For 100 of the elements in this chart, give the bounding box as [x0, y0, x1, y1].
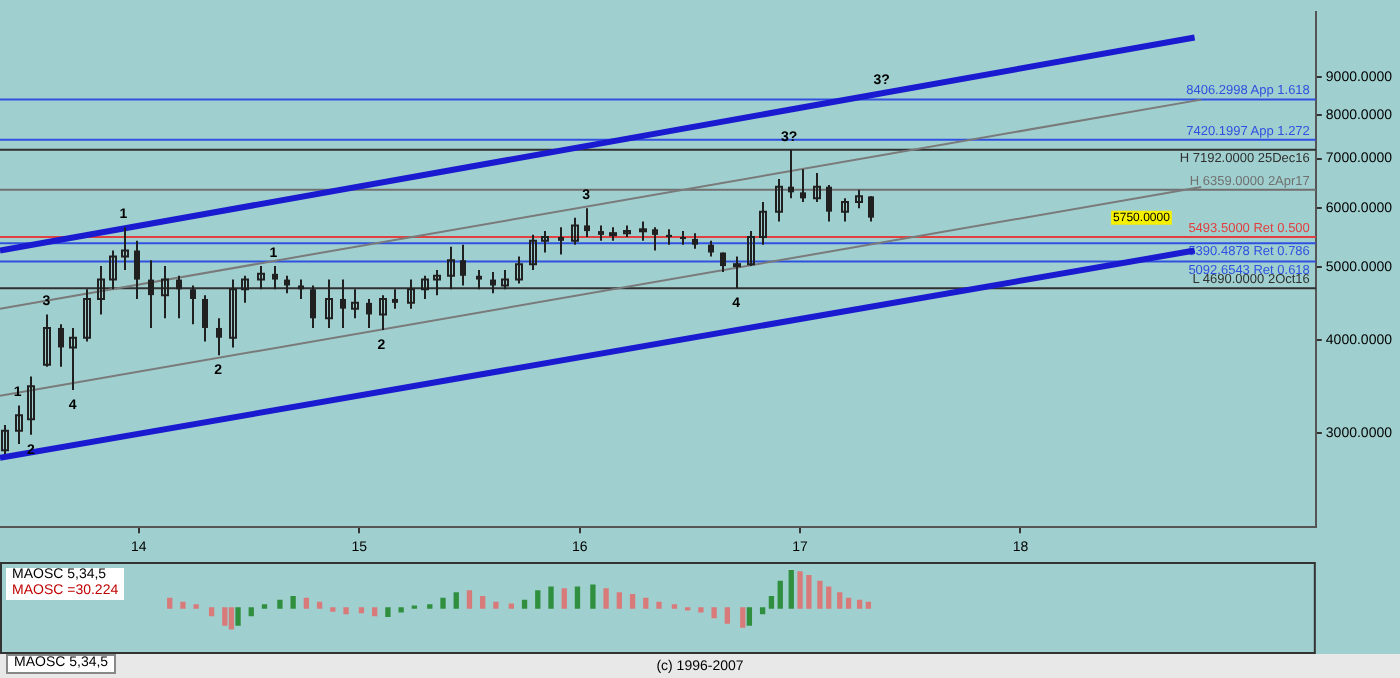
candlestick	[340, 278, 346, 329]
bar	[724, 607, 730, 624]
candlestick	[529, 233, 537, 271]
candlestick	[460, 243, 466, 287]
candlestick	[1, 423, 9, 455]
candlestick	[666, 228, 672, 246]
bar	[385, 607, 391, 618]
bar	[222, 607, 228, 626]
candlestick	[216, 317, 222, 357]
candlestick	[855, 188, 863, 210]
bar	[856, 599, 863, 609]
candlestick	[571, 216, 579, 246]
bar	[746, 607, 753, 626]
candlestick	[775, 177, 783, 223]
bar	[865, 601, 872, 609]
bar	[643, 597, 649, 609]
bar	[343, 607, 349, 615]
bar	[561, 588, 567, 609]
bar	[480, 595, 486, 609]
candlestick	[241, 274, 249, 304]
candlestick	[841, 197, 849, 223]
bar	[740, 607, 746, 628]
bar	[590, 584, 596, 609]
candlestick	[272, 265, 278, 291]
bar	[493, 601, 499, 609]
bar	[845, 597, 852, 609]
candlestick	[813, 171, 821, 204]
candlestick	[558, 226, 564, 256]
candlestick	[121, 226, 129, 271]
candlestick	[298, 278, 304, 300]
candlestick	[515, 255, 523, 285]
bar	[303, 597, 310, 609]
bar	[777, 580, 783, 609]
bar	[453, 592, 459, 609]
candlestick	[83, 288, 91, 343]
candlestick	[501, 268, 509, 291]
bar	[440, 597, 446, 609]
bar	[817, 580, 823, 609]
bar	[290, 595, 296, 609]
candlestick	[257, 265, 265, 291]
candlestick	[433, 268, 441, 297]
candlestick	[447, 245, 455, 291]
bar	[466, 590, 473, 609]
candlestick	[229, 278, 237, 349]
candlestick	[379, 294, 387, 331]
bar	[248, 607, 254, 617]
candlestick	[747, 230, 755, 268]
candlestick	[584, 207, 590, 239]
candlestick	[325, 278, 333, 329]
bar	[616, 592, 622, 609]
candlestick	[421, 274, 429, 300]
candlestick	[310, 284, 316, 329]
candlestick	[476, 268, 482, 291]
bar	[372, 607, 378, 617]
candlestick	[176, 274, 182, 320]
candlestick	[134, 239, 140, 300]
bar	[788, 570, 794, 609]
candlestick	[43, 313, 51, 368]
candlestick	[109, 249, 117, 291]
candlestick	[392, 288, 398, 310]
bar	[759, 607, 766, 615]
bar	[180, 601, 186, 609]
bar	[535, 590, 541, 609]
candlestick	[15, 404, 23, 446]
candlestick	[652, 226, 658, 252]
bar	[837, 592, 843, 609]
bar	[398, 607, 404, 613]
candlestick	[202, 294, 208, 343]
candlestick	[27, 375, 35, 436]
candlestick	[733, 255, 741, 290]
candlestick	[800, 168, 806, 204]
candlestick	[351, 288, 359, 320]
candlestick	[190, 284, 196, 326]
bar	[508, 603, 514, 609]
candlestick	[148, 259, 154, 329]
bar	[521, 599, 528, 609]
bar	[711, 607, 717, 619]
bar	[656, 601, 662, 609]
bar	[316, 601, 323, 609]
candlestick	[868, 195, 874, 223]
bar	[574, 586, 581, 609]
candlestick	[69, 326, 77, 392]
bar	[228, 607, 235, 630]
candlestick	[639, 220, 647, 242]
bar	[277, 599, 283, 609]
bar	[698, 607, 704, 613]
bar	[235, 607, 241, 626]
bar	[167, 597, 173, 609]
candlestick	[97, 265, 105, 316]
candlestick	[407, 278, 415, 310]
bar	[358, 607, 365, 614]
candlestick	[161, 265, 169, 320]
candlestick	[541, 230, 549, 254]
bar	[208, 607, 215, 617]
candlestick	[759, 201, 767, 246]
bar	[768, 595, 775, 609]
candlestick	[366, 297, 372, 329]
bar	[548, 586, 554, 609]
bar	[629, 594, 636, 609]
bar	[603, 588, 609, 609]
